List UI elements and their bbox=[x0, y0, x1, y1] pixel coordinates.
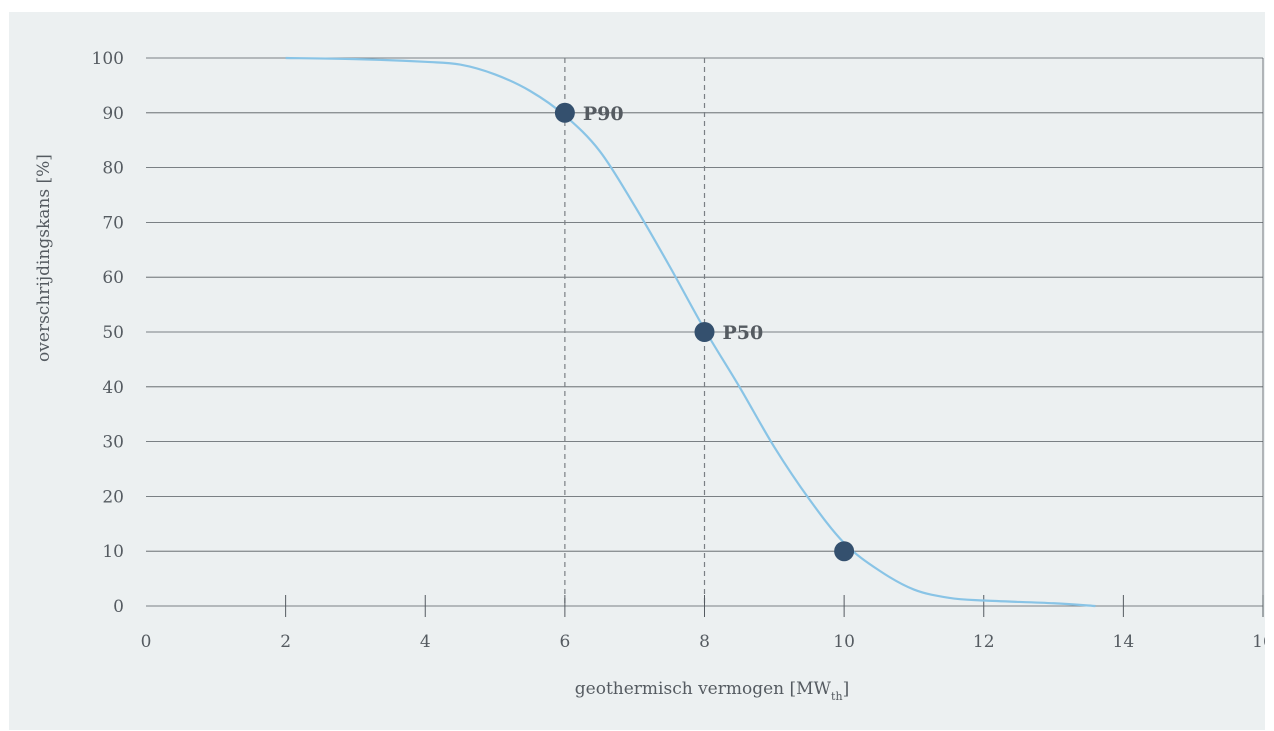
y-tick-label-90: 90 bbox=[102, 104, 124, 124]
marked-points: P90 P50 bbox=[554, 102, 855, 562]
x-tick-label-6: 6 bbox=[559, 632, 570, 652]
x-axis-title-end: ] bbox=[843, 679, 850, 699]
x-axis: 0 2 4 6 8 10 12 14 16 bbox=[141, 595, 1265, 652]
x-tick-label-16: 16 bbox=[1252, 632, 1265, 652]
x-tick-label-2: 2 bbox=[280, 632, 291, 652]
y-tick-label-40: 40 bbox=[102, 378, 124, 398]
x-axis-title: geothermisch vermogen [MWth] bbox=[575, 679, 849, 703]
point-label-p50: P50 bbox=[723, 322, 764, 344]
x-tick-label-4: 4 bbox=[420, 632, 431, 652]
x-tick-label-0: 0 bbox=[141, 632, 152, 652]
chart-panel: 0 2 4 6 8 10 12 14 16 0 10 20 30 40 50 60 70 80 90 100 P90… bbox=[9, 12, 1265, 730]
point-label-p90: P90 bbox=[583, 103, 624, 125]
marked-point-0 bbox=[554, 102, 575, 123]
y-tick-label-0: 0 bbox=[113, 597, 124, 617]
x-tick-label-14: 14 bbox=[1113, 632, 1135, 652]
y-tick-label-80: 80 bbox=[102, 159, 124, 179]
chart: 0 2 4 6 8 10 12 14 16 0 10 20 30 40 50 60 70 80 90 100 P90… bbox=[34, 49, 1265, 703]
marked-point-1 bbox=[694, 322, 715, 342]
x-tick-label-8: 8 bbox=[699, 632, 710, 652]
y-tick-label-20: 20 bbox=[102, 487, 124, 507]
x-axis-title-subscript: th bbox=[831, 690, 843, 703]
marked-point-2 bbox=[834, 541, 855, 562]
y-axis: 0 10 20 30 40 50 60 70 80 90 100 bbox=[92, 49, 124, 617]
x-axis-title-main: geothermisch vermogen [MW bbox=[575, 679, 832, 699]
y-tick-label-100: 100 bbox=[92, 49, 124, 69]
y-tick-label-10: 10 bbox=[102, 542, 124, 562]
x-tick-label-12: 12 bbox=[973, 632, 995, 652]
x-tick-label-10: 10 bbox=[833, 632, 855, 652]
y-tick-label-60: 60 bbox=[102, 268, 124, 288]
y-axis-title: overschrijdingskans [%] bbox=[34, 154, 54, 362]
y-tick-label-30: 30 bbox=[102, 433, 124, 453]
y-tick-label-70: 70 bbox=[102, 213, 124, 233]
y-tick-label-50: 50 bbox=[102, 323, 124, 343]
